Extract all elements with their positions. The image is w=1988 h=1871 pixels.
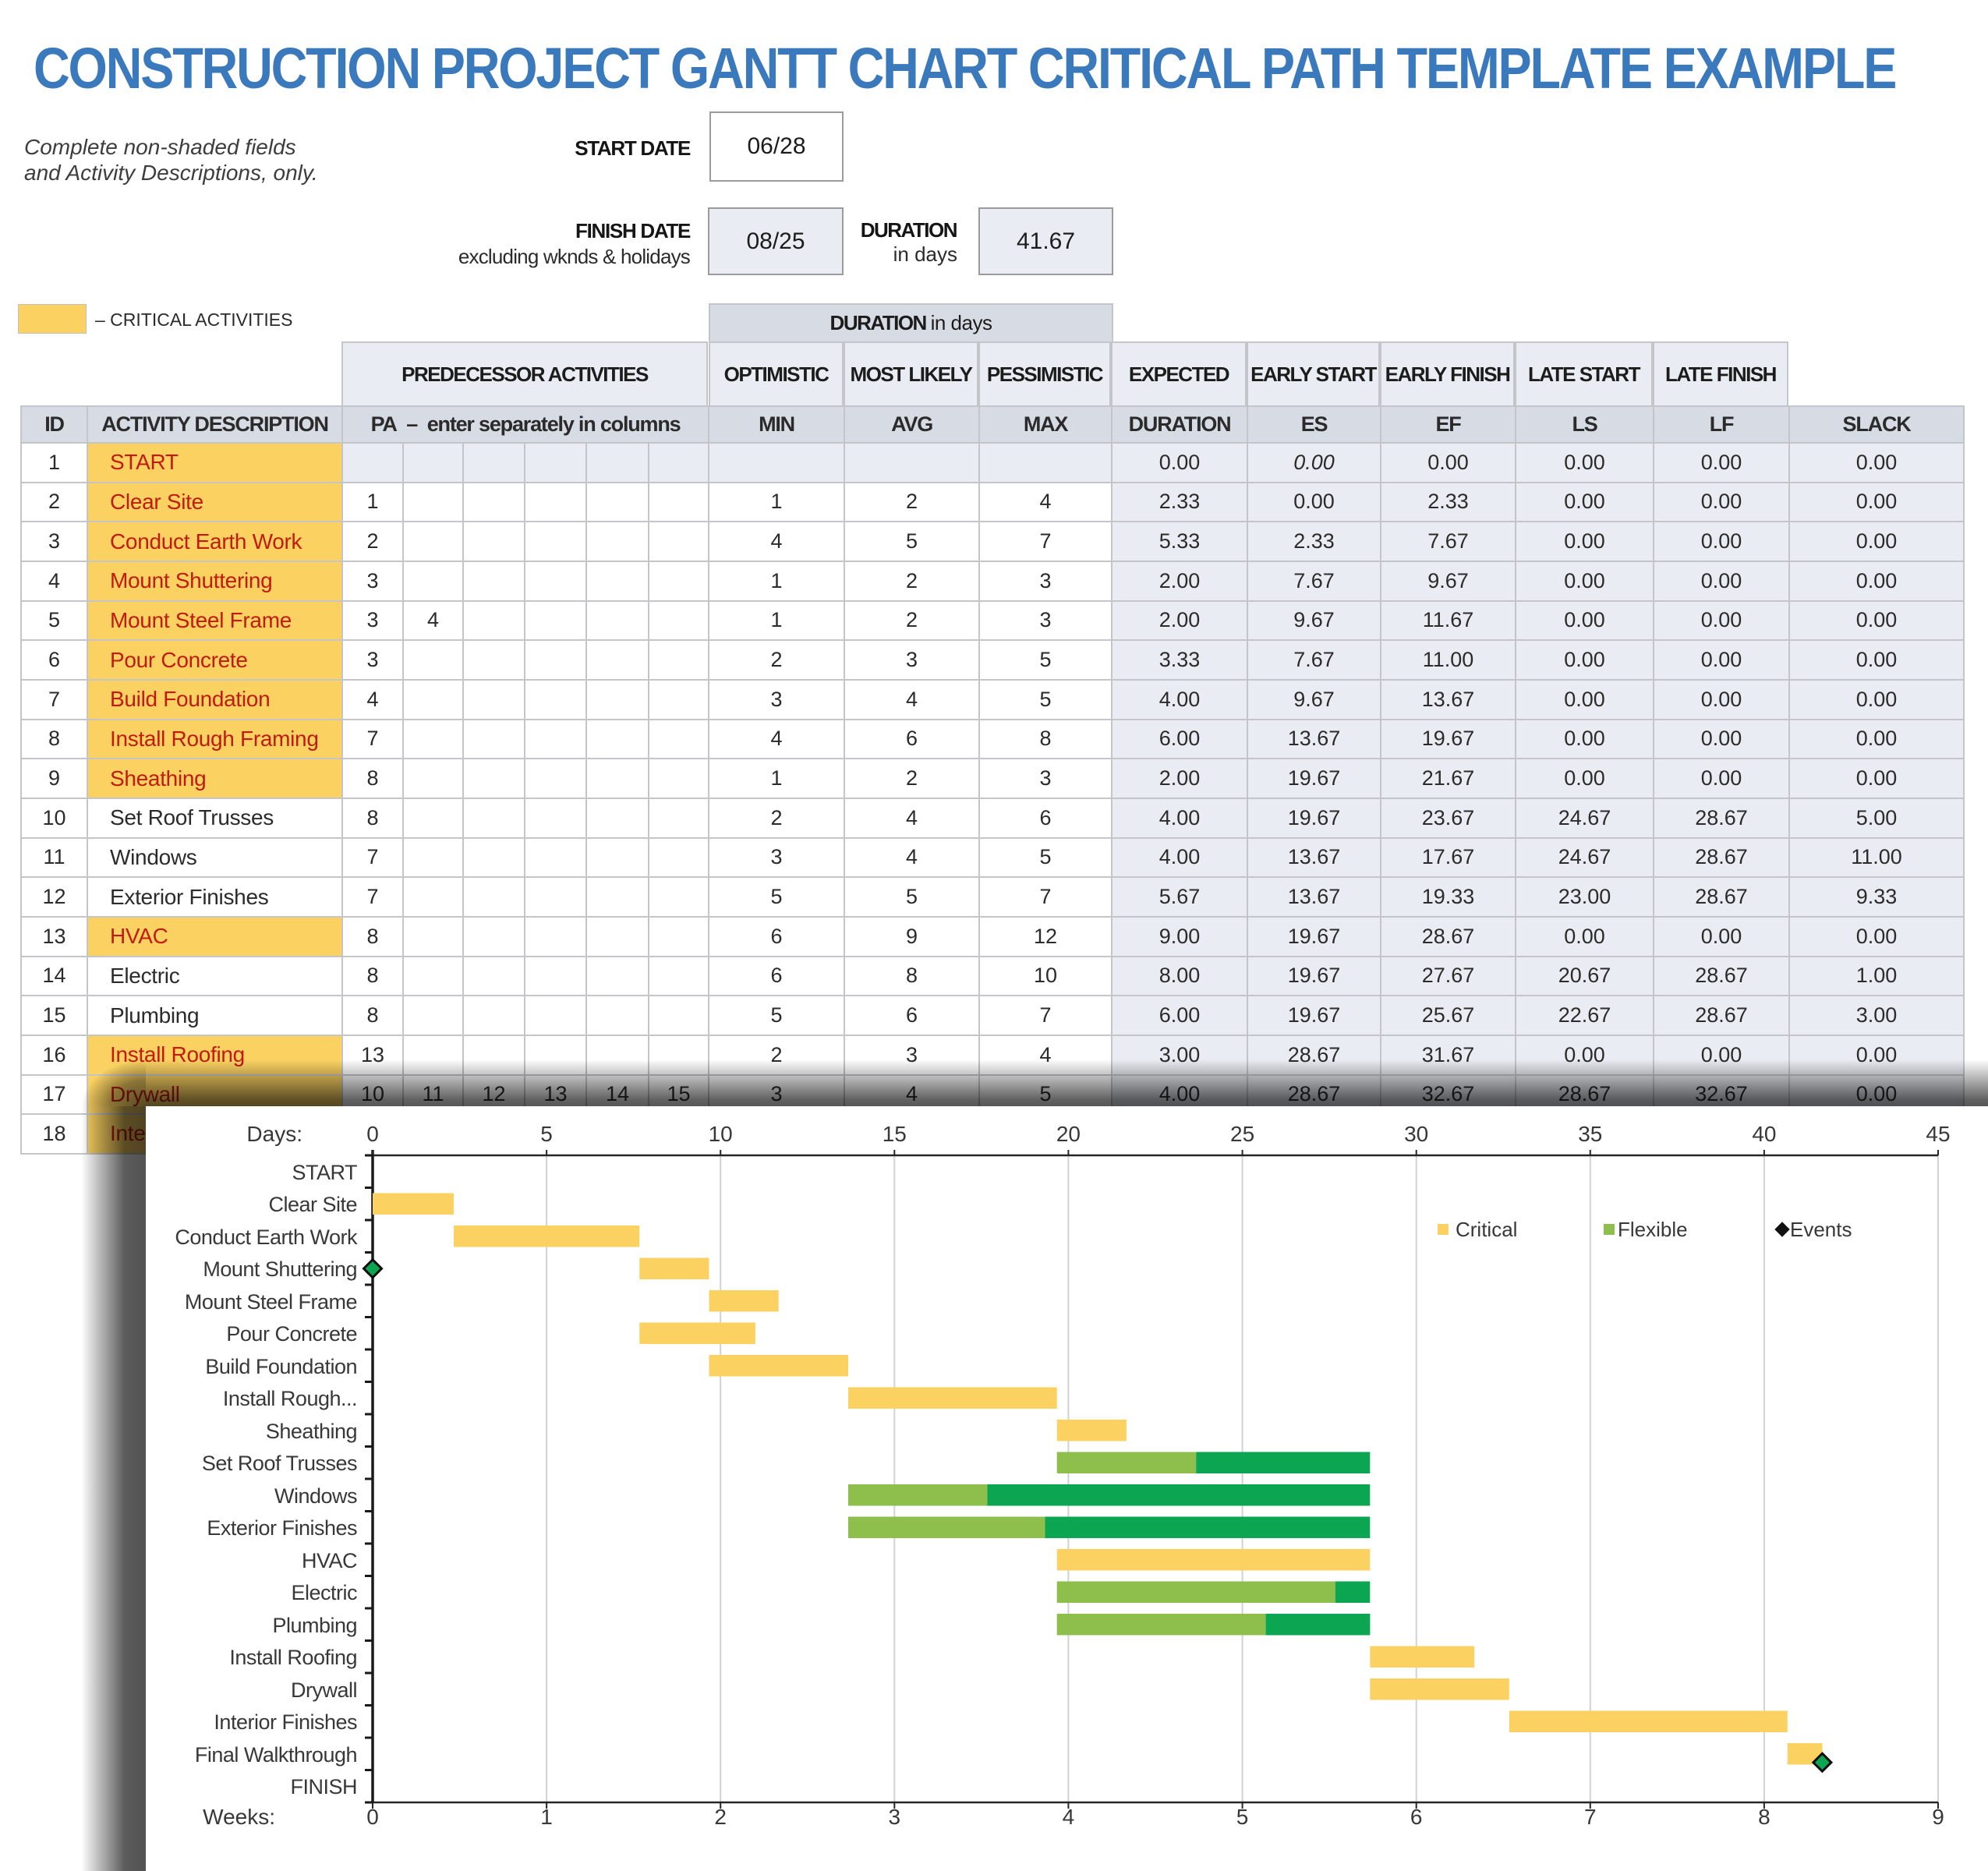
svg-text:Events: Events	[1790, 1218, 1852, 1241]
svg-text:15: 15	[883, 1122, 907, 1146]
svg-text:Interior Finishes: Interior Finishes	[214, 1710, 357, 1734]
svg-text:Pour Concrete: Pour Concrete	[226, 1322, 357, 1346]
svg-text:Windows: Windows	[274, 1484, 357, 1508]
svg-text:2: 2	[714, 1805, 727, 1829]
svg-text:Drywall: Drywall	[291, 1678, 357, 1702]
svg-text:10: 10	[709, 1122, 733, 1146]
svg-text:30: 30	[1404, 1122, 1428, 1146]
svg-text:Install Roofing: Install Roofing	[229, 1646, 357, 1669]
svg-text:45: 45	[1926, 1122, 1950, 1146]
svg-text:3: 3	[889, 1805, 901, 1829]
svg-text:Sheathing: Sheathing	[266, 1420, 357, 1443]
svg-text:9: 9	[1932, 1805, 1944, 1829]
svg-text:5: 5	[1236, 1805, 1249, 1829]
svg-text:Flexible: Flexible	[1618, 1218, 1688, 1241]
svg-text:START: START	[292, 1161, 357, 1184]
svg-text:Final Walkthrough: Final Walkthrough	[195, 1743, 357, 1767]
svg-text:Critical: Critical	[1456, 1218, 1517, 1241]
svg-text:Days:: Days:	[246, 1122, 302, 1146]
svg-text:FINISH: FINISH	[290, 1775, 357, 1798]
svg-text:Mount Steel Frame: Mount Steel Frame	[185, 1290, 357, 1314]
svg-text:Conduct Earth Work: Conduct Earth Work	[175, 1226, 358, 1249]
svg-text:Plumbing: Plumbing	[272, 1614, 357, 1637]
svg-text:HVAC: HVAC	[302, 1549, 357, 1572]
svg-text:0: 0	[366, 1805, 379, 1829]
svg-text:Weeks:: Weeks:	[203, 1805, 275, 1829]
svg-text:Mount Shuttering: Mount Shuttering	[203, 1257, 357, 1281]
svg-text:5: 5	[540, 1122, 553, 1146]
svg-text:35: 35	[1578, 1122, 1602, 1146]
svg-text:25: 25	[1230, 1122, 1254, 1146]
svg-text:Exterior Finishes: Exterior Finishes	[207, 1516, 357, 1540]
svg-text:1: 1	[540, 1805, 553, 1829]
svg-text:Build Foundation: Build Foundation	[205, 1355, 357, 1378]
svg-text:4: 4	[1063, 1805, 1075, 1829]
svg-text:20: 20	[1056, 1122, 1081, 1146]
svg-text:0: 0	[366, 1122, 379, 1146]
svg-text:40: 40	[1752, 1122, 1776, 1146]
svg-text:Clear Site: Clear Site	[268, 1193, 357, 1216]
svg-text:6: 6	[1410, 1805, 1423, 1829]
svg-text:7: 7	[1584, 1805, 1597, 1829]
svg-text:Set Roof Trusses: Set Roof Trusses	[202, 1452, 357, 1475]
svg-text:Electric: Electric	[291, 1581, 357, 1604]
svg-text:Install Rough...: Install Rough...	[223, 1387, 357, 1410]
svg-text:8: 8	[1758, 1805, 1770, 1829]
